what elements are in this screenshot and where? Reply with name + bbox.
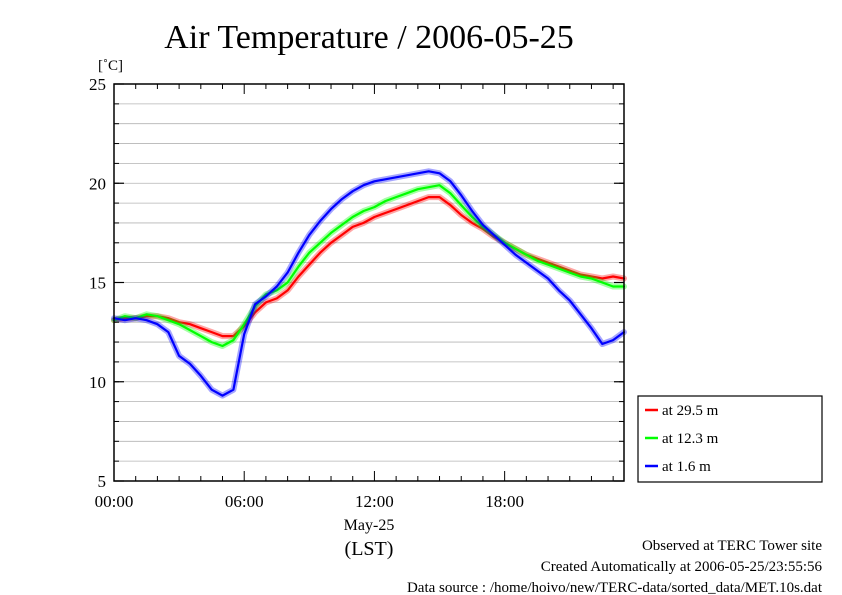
legend-label-1-6m: at 1.6 m (662, 459, 711, 475)
x-tick-label: 18:00 (485, 492, 524, 511)
chart-title: Air Temperature / 2006-05-25 (164, 19, 574, 56)
y-tick-label: 20 (89, 174, 106, 193)
data-source-note: Data source : /home/hoivo/new/TERC-data/… (407, 580, 823, 595)
y-tick-label: 5 (98, 472, 107, 491)
observation-site-note: Observed at TERC Tower site (642, 538, 822, 554)
legend-box (637, 395, 823, 483)
x-axis-date-label: May-25 (344, 517, 395, 534)
axis-ticks: 5 10 15 20 25 00:00 06:00 12:00 18:00 (89, 75, 624, 511)
grid-lines (114, 103, 624, 462)
y-tick-label: 10 (89, 373, 106, 392)
x-tick-label: 06:00 (225, 492, 264, 511)
y-tick-label: 15 (89, 274, 106, 293)
series-line-at-29-5-m (112, 196, 626, 338)
x-tick-label: 00:00 (95, 492, 134, 511)
x-tick-label: 12:00 (355, 492, 394, 511)
series-line-at-1-6-m (112, 170, 626, 397)
created-timestamp-note: Created Automatically at 2006-05-25/23:5… (541, 559, 823, 575)
y-tick-label: 25 (89, 75, 106, 94)
legend-label-12-3m: at 12.3 m (662, 431, 719, 447)
series-layer (111, 168, 627, 399)
legend: at 29.5 m at 12.3 m at 1.6 m (637, 395, 823, 483)
y-axis-unit-label: [˚C] (98, 58, 123, 74)
legend-label-29-5m: at 29.5 m (662, 403, 719, 419)
x-axis-label: (LST) (345, 538, 394, 560)
series-line-at-12-3-m (112, 184, 626, 348)
